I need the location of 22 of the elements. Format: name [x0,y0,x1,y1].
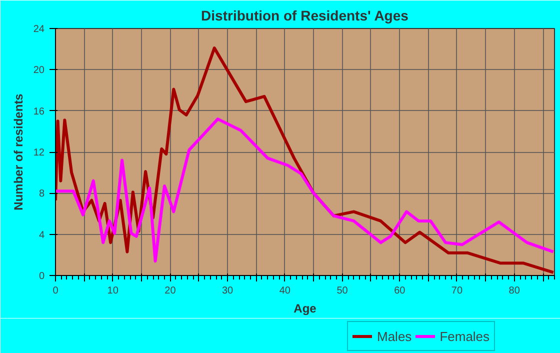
y-axis-title: Number of residents [11,93,26,210]
legend-label: Females [440,328,490,344]
y-tick-label: 12 [33,148,45,158]
y-tick-label: 8 [38,188,45,200]
legend-label: Males [377,328,412,344]
line-series [56,118,554,263]
x-tick-label: 10 [107,286,119,296]
x-axis-title: Age [294,302,317,316]
x-tick-label: 40 [279,286,291,296]
x-tick-label: 80 [508,286,520,296]
y-tick-label: 0 [38,271,45,282]
x-tick-label: 70 [451,286,463,296]
y-tick-label: 16 [33,106,45,118]
chart-title: Distribution of Residents' Ages [201,8,409,24]
x-tick-label: 60 [394,286,406,296]
x-tick-label: 20 [164,286,176,296]
y-tick-label: 20 [33,65,45,76]
y-tick-label: 4 [38,230,45,241]
x-tick-label: 50 [336,286,348,296]
x-tick-label: 30 [222,286,234,296]
x-tick-label: 0 [52,286,59,296]
y-tick-label: 24 [33,24,45,35]
